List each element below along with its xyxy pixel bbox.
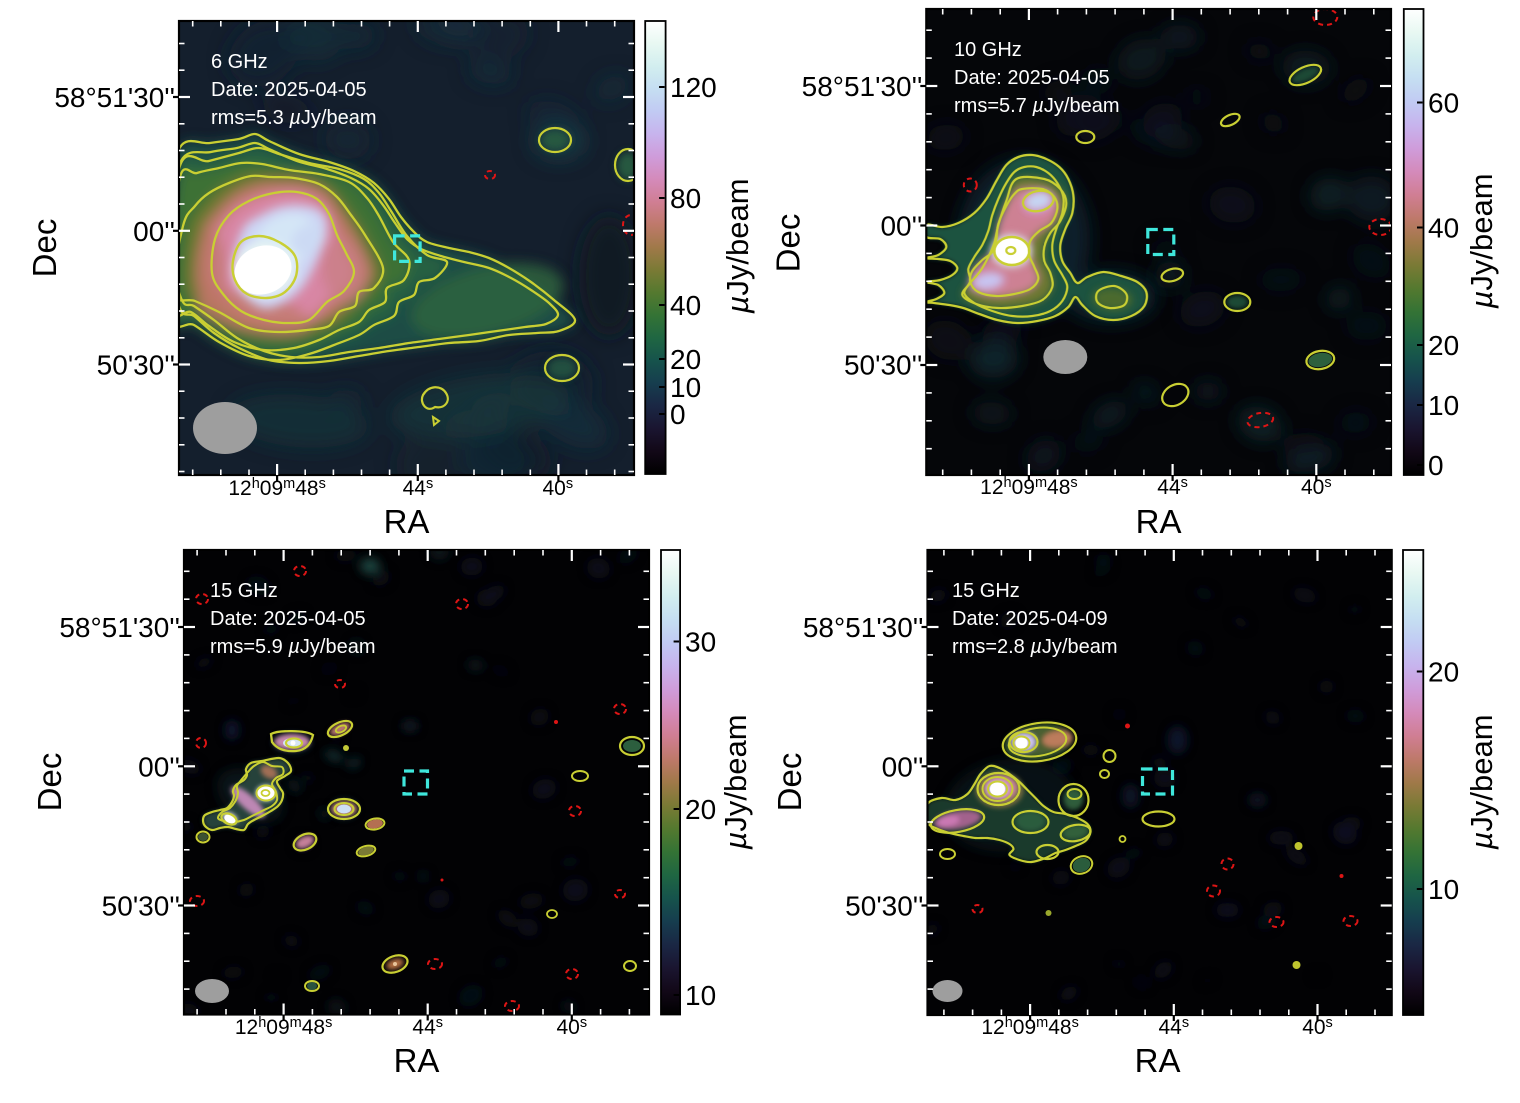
svg-text:20: 20 <box>670 344 701 375</box>
svg-text:Dec: Dec <box>26 219 63 278</box>
svg-text:Date: 2025-04-05: Date: 2025-04-05 <box>954 67 1110 89</box>
svg-text:Date: 2025-04-05: Date: 2025-04-05 <box>210 608 366 630</box>
svg-text:20: 20 <box>1428 657 1459 688</box>
svg-text:12h09m48s: 12h09m48s <box>235 1015 333 1039</box>
svg-text:RA: RA <box>384 503 430 540</box>
svg-text:rms=5.3 µJy/beam: rms=5.3 µJy/beam <box>211 107 376 129</box>
svg-text:Dec: Dec <box>31 753 68 812</box>
svg-text:Dec: Dec <box>770 214 807 273</box>
svg-text:Date: 2025-04-05: Date: 2025-04-05 <box>211 79 367 101</box>
svg-text:10: 10 <box>670 372 701 403</box>
svg-text:60: 60 <box>1428 88 1459 119</box>
svg-text:15 GHz: 15 GHz <box>210 580 278 602</box>
svg-text:120: 120 <box>670 72 717 103</box>
svg-text:00'': 00'' <box>138 752 180 783</box>
svg-text:Date: 2025-04-09: Date: 2025-04-09 <box>952 608 1108 630</box>
svg-text:10: 10 <box>1428 874 1459 905</box>
svg-text:50'30'': 50'30'' <box>844 350 922 381</box>
svg-text:µJy/beam: µJy/beam <box>1464 714 1499 850</box>
svg-text:6 GHz: 6 GHz <box>211 51 268 73</box>
svg-text:10 GHz: 10 GHz <box>954 39 1022 61</box>
svg-text:µJy/beam: µJy/beam <box>1464 173 1499 309</box>
svg-text:rms=5.7 µJy/beam: rms=5.7 µJy/beam <box>954 95 1119 117</box>
svg-text:10: 10 <box>1428 390 1459 421</box>
svg-text:20: 20 <box>1428 330 1459 361</box>
svg-text:80: 80 <box>670 183 701 214</box>
svg-text:RA: RA <box>1136 503 1182 540</box>
svg-text:20: 20 <box>685 794 716 825</box>
svg-text:40: 40 <box>1428 213 1459 244</box>
svg-text:50'30'': 50'30'' <box>102 891 180 922</box>
svg-text:Dec: Dec <box>771 753 808 812</box>
svg-text:µJy/beam: µJy/beam <box>720 178 755 314</box>
svg-text:58°51'30'': 58°51'30'' <box>54 82 175 113</box>
svg-text:0: 0 <box>670 399 686 430</box>
svg-text:00'': 00'' <box>133 216 175 247</box>
svg-text:10: 10 <box>685 980 716 1011</box>
svg-text:RA: RA <box>394 1042 440 1079</box>
svg-text:RA: RA <box>1135 1042 1181 1079</box>
svg-text:00'': 00'' <box>880 211 922 242</box>
svg-text:12h09m48s: 12h09m48s <box>981 1015 1079 1039</box>
svg-text:0: 0 <box>1428 450 1444 481</box>
svg-text:40: 40 <box>670 290 701 321</box>
svg-text:58°51'30'': 58°51'30'' <box>802 71 923 102</box>
svg-text:12h09m48s: 12h09m48s <box>228 476 326 500</box>
svg-text:rms=5.9 µJy/beam: rms=5.9 µJy/beam <box>210 636 375 658</box>
svg-text:50'30'': 50'30'' <box>97 350 175 381</box>
svg-text:rms=2.8 µJy/beam: rms=2.8 µJy/beam <box>952 636 1117 658</box>
svg-text:50'30'': 50'30'' <box>845 891 923 922</box>
svg-text:58°51'30'': 58°51'30'' <box>803 612 924 643</box>
svg-text:15 GHz: 15 GHz <box>952 580 1020 602</box>
svg-text:µJy/beam: µJy/beam <box>718 714 753 850</box>
svg-text:12h09m48s: 12h09m48s <box>980 475 1078 499</box>
svg-text:00'': 00'' <box>882 752 924 783</box>
svg-text:58°51'30'': 58°51'30'' <box>59 612 180 643</box>
svg-text:30: 30 <box>685 627 716 658</box>
